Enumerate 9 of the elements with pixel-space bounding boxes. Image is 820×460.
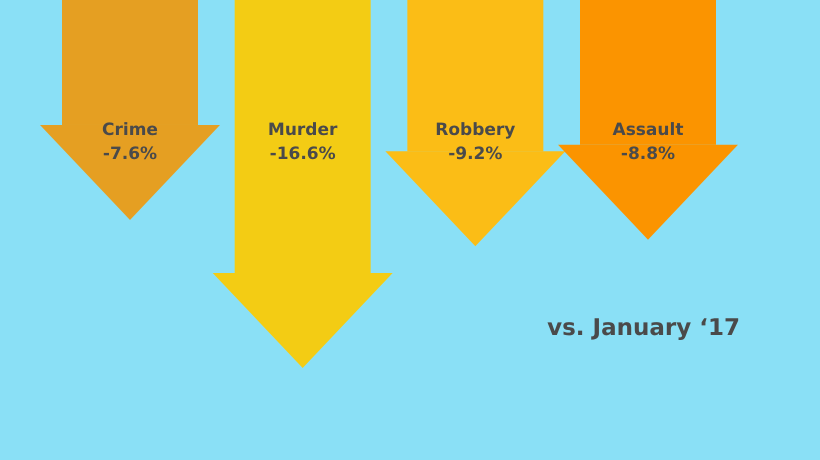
x-tick-label: Assault: [612, 120, 684, 140]
data-label: -8.8%: [620, 144, 676, 164]
text: vs. January ‘17: [547, 315, 740, 341]
data-label: -16.6%: [270, 144, 336, 164]
x-tick-label: Murder: [268, 120, 338, 140]
x-tick-label: Robbery: [435, 120, 516, 140]
data-label: -9.2%: [448, 144, 502, 164]
x-tick-label: Crime: [102, 120, 158, 140]
data-label: -7.6%: [102, 144, 158, 164]
